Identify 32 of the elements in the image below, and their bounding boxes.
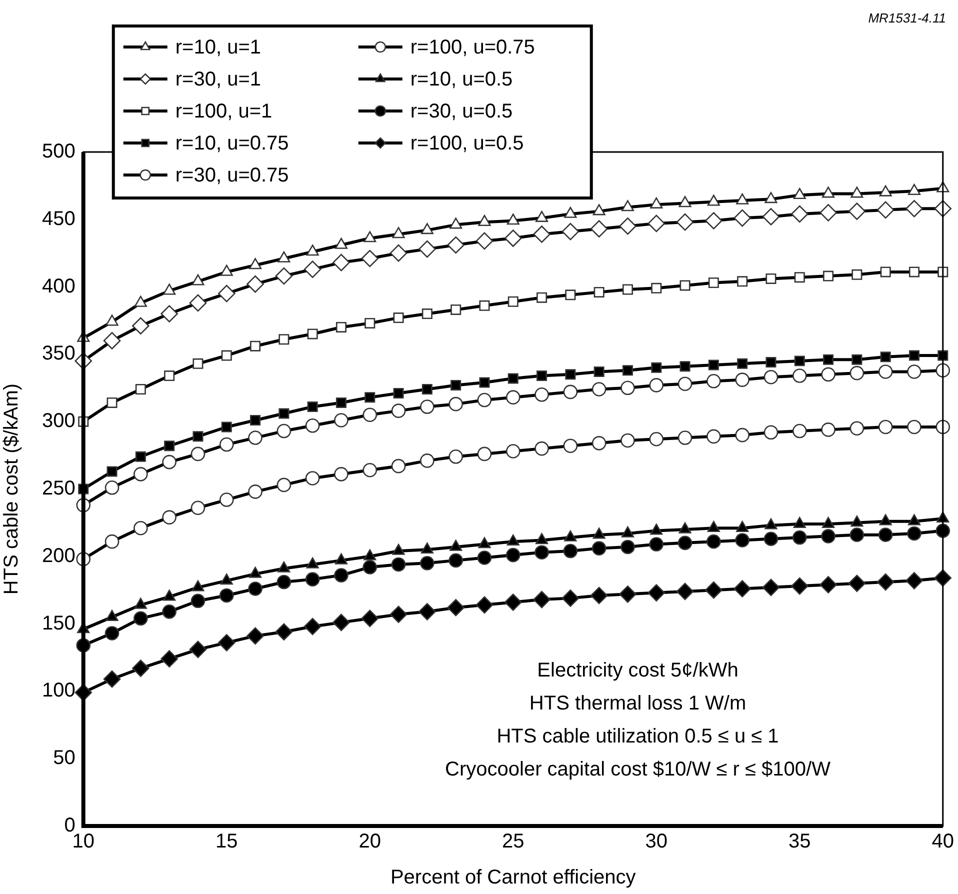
annotation: HTS thermal loss 1 W/m <box>529 692 746 715</box>
legend-label: r=100, u=0.5 <box>410 132 524 155</box>
x-tick-label: 25 <box>502 830 524 853</box>
y-tick-label: 300 <box>42 410 76 432</box>
y-tick-label: 200 <box>42 544 76 567</box>
annotation: Electricity cost 5¢/kWh <box>537 660 738 682</box>
y-tick-label: 500 <box>42 140 76 163</box>
legend-label: r=30, u=0.75 <box>175 164 289 187</box>
x-axis-title: Percent of Carnot efficiency <box>390 866 636 889</box>
y-tick-label: 100 <box>42 680 76 702</box>
x-tick-label: 30 <box>645 830 668 853</box>
x-tick-label: 40 <box>932 830 954 853</box>
y-tick-label: 150 <box>42 612 76 634</box>
x-tick-label: 35 <box>788 830 811 853</box>
y-axis-title: HTS cable cost ($/kAm) <box>0 383 23 595</box>
legend-label: r=100, u=1 <box>175 100 272 123</box>
legend-label: r=10, u=0.5 <box>410 68 513 91</box>
legend-label: r=30, u=1 <box>175 68 261 91</box>
text: MR1531-4.11 <box>868 10 946 26</box>
legend-label: r=100, u=0.75 <box>410 36 535 59</box>
annotation: HTS cable utilization 0.5 ≤ u ≤ 1 <box>496 726 779 748</box>
legend-label: r=10, u=0.75 <box>175 132 289 155</box>
y-tick-label: 50 <box>53 747 76 770</box>
y-tick-label: 350 <box>42 342 76 365</box>
x-tick-label: 15 <box>215 830 238 853</box>
x-tick-label: 20 <box>358 830 381 853</box>
y-tick-label: 250 <box>42 478 76 500</box>
legend-label: r=30, u=0.5 <box>410 100 513 123</box>
y-tick-label: 450 <box>42 208 76 230</box>
legend-label: r=10, u=1 <box>175 36 261 59</box>
y-tick-label: 400 <box>42 275 76 298</box>
annotation: Cryocooler capital cost $10/W ≤ r ≤ $100/W <box>445 758 831 781</box>
